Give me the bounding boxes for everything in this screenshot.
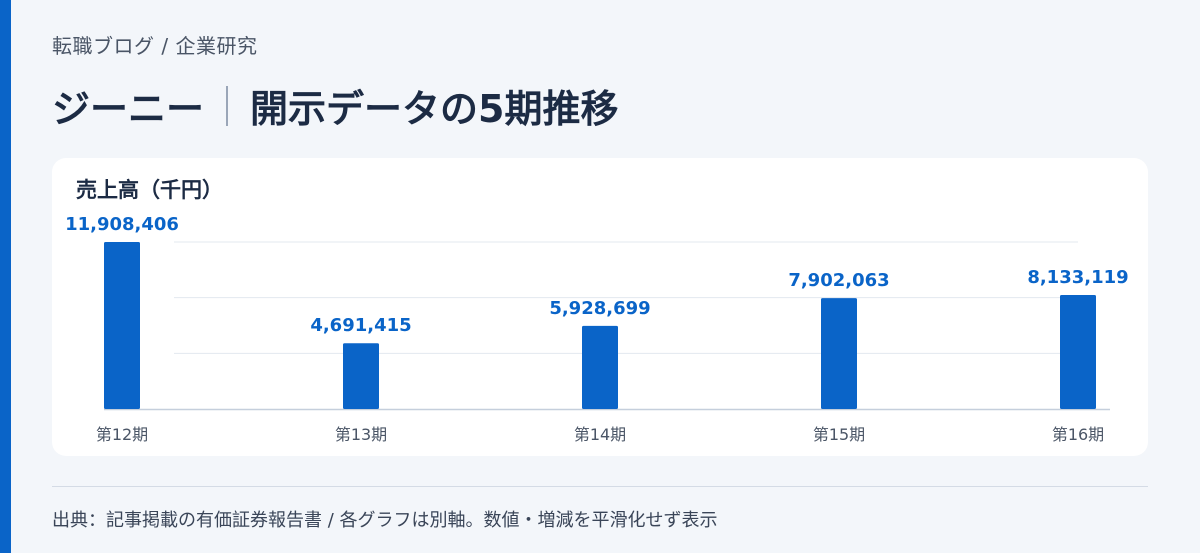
bar-chart: 11,908,406 第12期 4,691,415 第13期 5,928,699 第14期… bbox=[65, 214, 1129, 444]
chart-title: 売上高（千円） bbox=[76, 178, 223, 202]
bar-3[interactable] bbox=[582, 325, 618, 409]
company-name: ジーニー bbox=[52, 87, 205, 131]
bar-value-label: 11,908,406 bbox=[65, 214, 179, 235]
footer-divider bbox=[52, 486, 1148, 487]
bar-value-label: 7,902,063 bbox=[788, 270, 889, 291]
x-tick-label: 第15期 bbox=[813, 425, 865, 444]
bar-value-label: 5,928,699 bbox=[549, 298, 650, 319]
x-tick-label: 第13期 bbox=[335, 425, 387, 444]
accent-bar bbox=[0, 0, 11, 553]
breadcrumb[interactable]: 転職ブログ / 企業研究 bbox=[52, 34, 258, 58]
title-divider bbox=[226, 85, 229, 126]
page-subtitle: 開示データの5期推移 bbox=[250, 87, 619, 131]
bar-1[interactable] bbox=[104, 242, 140, 409]
bar-value-label: 4,691,415 bbox=[310, 315, 411, 336]
bar-5[interactable] bbox=[1060, 294, 1096, 409]
page-title: ジーニー 開示データの5期推移 bbox=[52, 78, 618, 133]
bar-4[interactable] bbox=[821, 298, 857, 409]
x-tick-label: 第16期 bbox=[1052, 425, 1104, 444]
bar-value-label: 8,133,119 bbox=[1027, 267, 1128, 288]
x-tick-label: 第12期 bbox=[96, 425, 148, 444]
bar-2[interactable] bbox=[343, 343, 379, 409]
chart-card: 売上高（千円） 11,908,406 第12期 4,691,415 第13期 5,928… bbox=[52, 158, 1148, 456]
x-tick-label: 第14期 bbox=[574, 425, 626, 444]
source-footnote: 出典：記事掲載の有価証券報告書 / 各グラフは別軸。数値・増減を平滑化せず表示 bbox=[52, 510, 718, 531]
